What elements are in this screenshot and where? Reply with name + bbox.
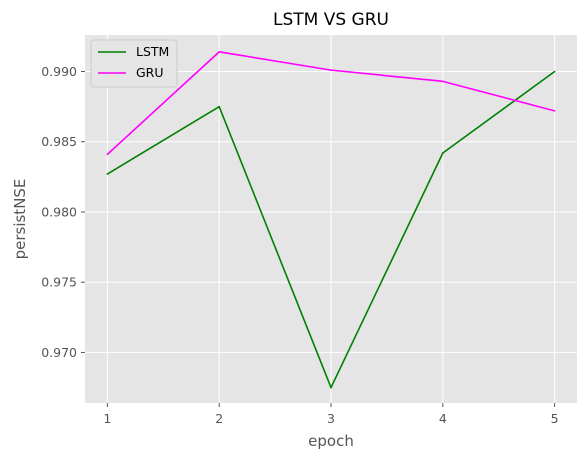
y-axis-ticks: 0.970 0.975 0.980 0.985 0.990 (41, 64, 85, 360)
y-tick-label: 0.980 (41, 204, 77, 219)
data-point-lstm (106, 173, 109, 175)
x-tick-label: 1 (103, 411, 111, 426)
data-point-gru (330, 69, 332, 71)
y-tick-label: 0.990 (41, 64, 77, 79)
data-point-gru (442, 80, 444, 83)
data-point-gru (218, 51, 220, 53)
legend-label-lstm: LSTM (136, 44, 169, 59)
data-point-lstm (218, 105, 220, 108)
x-tick-label: 3 (327, 411, 335, 426)
legend: LSTM GRU (90, 39, 178, 88)
x-axis-label: epoch (308, 432, 354, 450)
legend-label-gru: GRU (136, 65, 164, 80)
y-axis-label: persistNSE (11, 179, 29, 260)
data-point-gru (106, 153, 109, 156)
data-point-lstm (330, 386, 332, 389)
y-tick-label: 0.970 (41, 345, 77, 360)
x-axis-ticks: 1 2 3 4 5 (103, 403, 559, 426)
chart-title: LSTM VS GRU (273, 10, 389, 30)
y-tick-label: 0.985 (41, 134, 77, 149)
data-point-lstm (553, 70, 556, 73)
data-point-gru (553, 110, 556, 112)
x-tick-label: 5 (551, 411, 559, 426)
series-lines (106, 51, 556, 389)
x-tick-label: 4 (439, 411, 447, 426)
data-point-lstm (442, 152, 444, 154)
y-tick-label: 0.975 (41, 275, 77, 290)
grid-lines (85, 35, 577, 403)
x-tick-label: 2 (215, 411, 223, 426)
